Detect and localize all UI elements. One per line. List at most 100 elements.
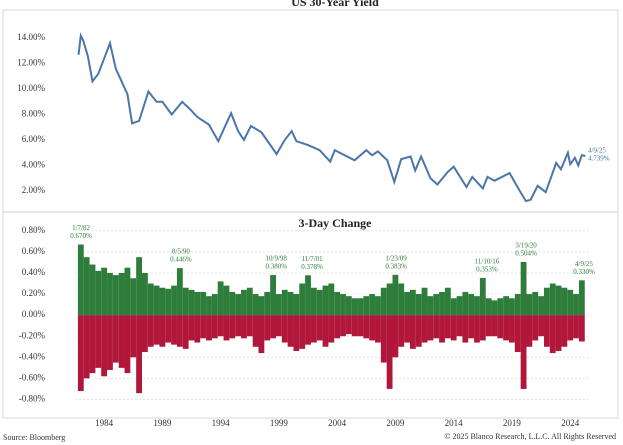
- bar: [217, 315, 224, 337]
- bar: [543, 287, 550, 316]
- bar: [334, 315, 341, 339]
- bar: [293, 315, 300, 351]
- bar: [421, 287, 428, 316]
- bar: [479, 277, 486, 316]
- y-tick-label: 8.00%: [22, 109, 46, 119]
- bar: [526, 294, 533, 316]
- y-tick-label: -0.60%: [19, 372, 46, 382]
- bar: [264, 291, 271, 316]
- bar: [561, 315, 568, 347]
- bar: [159, 287, 166, 316]
- bar: [456, 296, 463, 316]
- bar: [287, 315, 294, 347]
- bar: [433, 315, 440, 339]
- bar: [514, 315, 521, 353]
- bar: [310, 315, 317, 343]
- annotation-date: 4/9/25: [588, 147, 606, 155]
- bar: [561, 287, 568, 316]
- bar: [153, 285, 160, 316]
- bar: [462, 291, 469, 316]
- bar: [392, 274, 399, 316]
- bar: [380, 287, 387, 316]
- bar: [130, 315, 137, 358]
- bar: [188, 289, 195, 316]
- bar: [153, 315, 160, 345]
- bar: [165, 315, 172, 343]
- y-tick-label: 2.00%: [22, 185, 46, 195]
- bar: [567, 289, 574, 316]
- bar: [532, 315, 539, 341]
- bar: [474, 296, 480, 316]
- bar: [526, 315, 533, 347]
- y-tick-label: 10.00%: [17, 83, 45, 93]
- bar: [130, 278, 137, 316]
- bar: [124, 315, 131, 374]
- annotation-value: 0.670%: [70, 232, 92, 240]
- bar: [194, 315, 201, 343]
- bar: [328, 315, 335, 343]
- bar: [200, 315, 207, 339]
- bar: [479, 315, 486, 341]
- bar: [386, 283, 393, 316]
- bar: [340, 315, 346, 337]
- bar: [281, 289, 288, 316]
- bar: [456, 315, 463, 337]
- bar: [124, 267, 131, 316]
- bar: [235, 315, 242, 337]
- bar: [89, 264, 96, 316]
- bar: [77, 244, 84, 316]
- bar: [509, 315, 515, 343]
- bar: [275, 294, 282, 316]
- bar: [95, 270, 102, 316]
- bar: [491, 315, 498, 337]
- bar: [176, 315, 183, 347]
- bar: [380, 315, 387, 363]
- bar: [206, 296, 212, 316]
- annotation-value: 4.739%: [588, 155, 610, 163]
- bar: [252, 294, 259, 316]
- bar: [83, 257, 90, 316]
- bar: [520, 315, 527, 389]
- bar: [107, 315, 113, 370]
- bar: [444, 315, 451, 339]
- bar: [375, 296, 381, 316]
- annotation-date: 1/7/82: [72, 224, 90, 232]
- bar: [293, 294, 300, 316]
- bar: [398, 315, 405, 347]
- y-tick-label: 0.60%: [22, 246, 46, 256]
- bar: [258, 296, 265, 316]
- bar: [474, 315, 480, 343]
- bar: [252, 315, 259, 347]
- bar: [171, 285, 177, 316]
- bar: [101, 267, 108, 316]
- bar: [305, 275, 311, 316]
- bar: [264, 315, 271, 341]
- bar: [555, 315, 562, 351]
- x-tick-label: 2019: [503, 418, 522, 428]
- bar: [211, 315, 218, 339]
- bar: [299, 315, 306, 349]
- bar: [497, 298, 504, 316]
- bar: [147, 283, 154, 316]
- annotation-value: 0.446%: [170, 256, 192, 264]
- bar: [136, 315, 142, 394]
- bar: [427, 315, 434, 341]
- annotation-date: 3/19/20: [515, 242, 537, 250]
- bar: [462, 315, 469, 343]
- bar: [165, 288, 172, 316]
- bar: [223, 285, 230, 316]
- y-tick-label: -0.20%: [19, 330, 46, 340]
- bar: [305, 315, 311, 345]
- bar: [538, 296, 544, 316]
- bar: [141, 272, 148, 316]
- bar: [77, 315, 84, 392]
- bar: [497, 315, 504, 339]
- x-tick-label: 2004: [328, 418, 347, 428]
- y-tick-label: 14.00%: [17, 32, 45, 42]
- bar: [182, 287, 189, 316]
- bar: [176, 268, 183, 316]
- annotation-date: 11/10/16: [475, 258, 500, 266]
- bar: [578, 280, 585, 316]
- bar: [194, 291, 201, 316]
